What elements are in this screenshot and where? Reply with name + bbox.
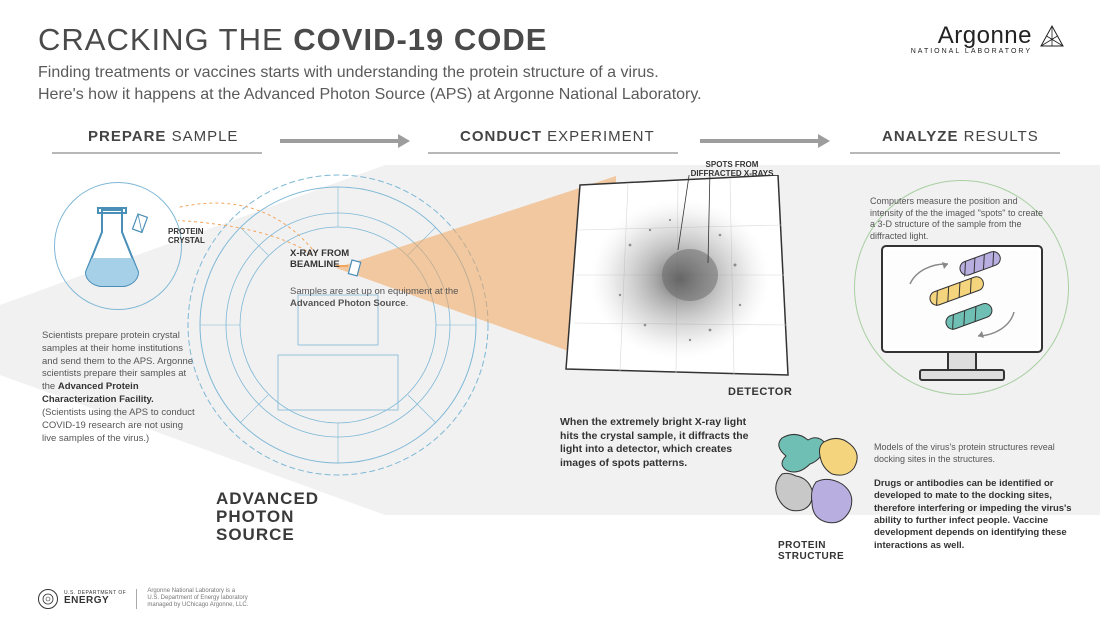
prepare-text: Scientists prepare protein crystal sampl… [42, 330, 197, 445]
beamline-label: X-RAY FROM BEAMLINE [290, 248, 360, 271]
arrow-2-icon [700, 134, 830, 148]
step-prepare: PREPARE SAMPLE [88, 128, 238, 145]
title-bold: COVID-19 CODE [293, 22, 547, 57]
protein-structure-icon [768, 432, 868, 536]
step-bar: PREPARE SAMPLE CONDUCT EXPERIMENT ANALYZ… [0, 128, 1100, 158]
step-analyze-underline [850, 152, 1060, 154]
argonne-logo: Argonne NATIONAL LABORATORY [911, 22, 1066, 55]
logo-word: Argonne [911, 22, 1032, 50]
result-text-1: Models of the virus's protein structures… [874, 442, 1074, 465]
monitor-icon [878, 242, 1046, 390]
arrow-1-icon [280, 134, 410, 148]
spots-label: SPOTS FROM DIFFRACTED X-RAYS [682, 160, 782, 178]
analyze-text: Computers measure the position and inten… [870, 196, 1050, 243]
step-conduct-underline [428, 152, 678, 154]
step-prepare-underline [52, 152, 262, 154]
beamline-text: Samples are set up on equipment at the A… [290, 286, 465, 311]
step-conduct: CONDUCT EXPERIMENT [460, 128, 655, 145]
argonne-triangle-icon [1038, 24, 1066, 52]
page-title: CRACKING THE COVID-19 CODE [38, 22, 547, 58]
protein-structure-label: PROTEIN STRUCTURE [778, 540, 844, 562]
detector-label: DETECTOR [728, 386, 792, 398]
footer: U.S. DEPARTMENT OF ENERGY Argonne Nation… [38, 588, 248, 609]
page-subtitle: Finding treatments or vaccines starts wi… [38, 62, 858, 105]
logo-sub: NATIONAL LABORATORY [911, 48, 1032, 55]
aps-label: ADVANCED PHOTON SOURCE [216, 490, 319, 544]
protein-crystal-label: PROTEIN CRYSTAL [168, 228, 218, 246]
result-text-2: Drugs or antibodies can be identified or… [874, 478, 1074, 552]
doe-seal-icon [38, 589, 58, 609]
step-analyze: ANALYZE RESULTS [882, 128, 1039, 145]
footer-divider [136, 589, 137, 609]
flask-icon [80, 206, 158, 290]
title-light: CRACKING THE [38, 22, 293, 57]
doe-caption: Argonne National Laboratory is a U.S. De… [147, 588, 248, 609]
detector-text: When the extremely bright X-ray light hi… [560, 416, 755, 471]
doe-text: U.S. DEPARTMENT OF ENERGY [64, 591, 126, 606]
detector-panel [560, 175, 790, 385]
